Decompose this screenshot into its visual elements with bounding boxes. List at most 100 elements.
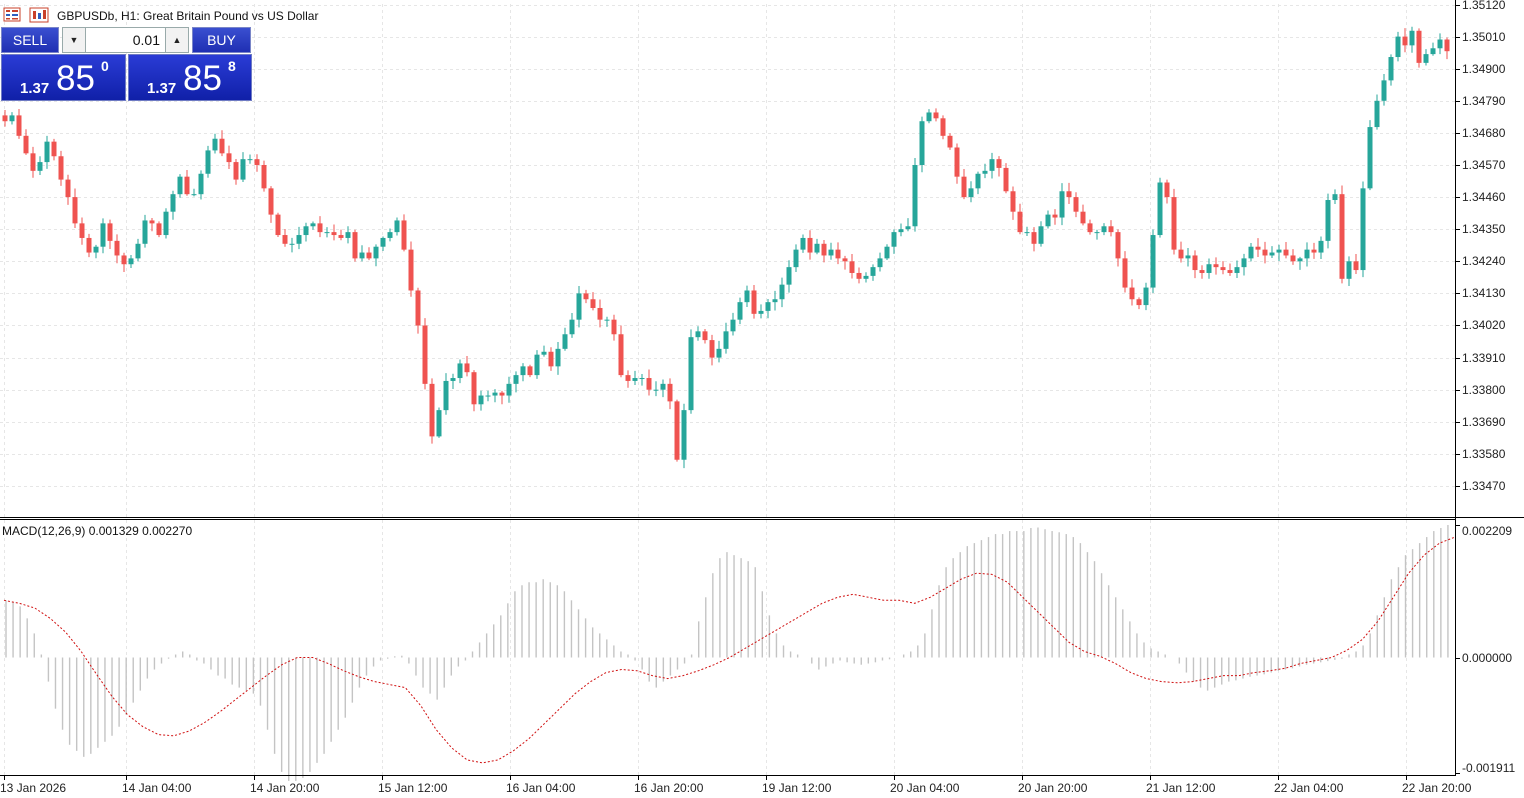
candle-body bbox=[758, 310, 764, 314]
price-tick-label: 1.34240 bbox=[1462, 254, 1506, 268]
candle bbox=[730, 312, 736, 336]
candle bbox=[1010, 186, 1016, 220]
candle bbox=[464, 355, 470, 377]
candle-body bbox=[135, 243, 141, 259]
candle-body bbox=[1248, 246, 1254, 259]
sell-price-prefix: 1.37 bbox=[20, 80, 50, 97]
volume-increase-button[interactable]: ▲ bbox=[165, 27, 189, 53]
candle bbox=[478, 390, 484, 411]
buy-button[interactable]: BUY bbox=[192, 27, 251, 53]
candle bbox=[1199, 265, 1205, 279]
candle bbox=[72, 188, 78, 228]
candle bbox=[919, 116, 925, 173]
volume-input[interactable] bbox=[86, 27, 165, 53]
candle-body bbox=[772, 299, 778, 303]
candle bbox=[1409, 26, 1415, 53]
macd-tick-label: 0.000000 bbox=[1462, 651, 1512, 665]
candle-body bbox=[569, 319, 575, 335]
candle-body bbox=[422, 325, 428, 384]
candle bbox=[499, 390, 505, 405]
candle bbox=[849, 254, 855, 279]
candle-body bbox=[345, 232, 351, 238]
candle-body bbox=[275, 214, 281, 236]
candle bbox=[933, 108, 939, 122]
candle bbox=[79, 217, 85, 245]
candle bbox=[51, 138, 57, 161]
chart-type-icon[interactable] bbox=[29, 7, 49, 23]
candle bbox=[1017, 203, 1023, 235]
price-axis[interactable]: 1.35120 1.35010 1.34900 1.34790 1.34680 1.345… bbox=[1456, 0, 1515, 775]
candle-body bbox=[450, 378, 456, 381]
candle-body bbox=[191, 194, 197, 196]
candle bbox=[1318, 236, 1324, 260]
candle-body bbox=[58, 156, 64, 180]
candle-body bbox=[429, 383, 435, 437]
candle-body bbox=[947, 135, 953, 148]
candle-body bbox=[247, 159, 253, 161]
candle bbox=[212, 133, 218, 154]
candle bbox=[1066, 182, 1072, 204]
candle-body bbox=[177, 176, 183, 195]
candle-body bbox=[408, 249, 414, 291]
candle-body bbox=[184, 176, 190, 195]
candle-body bbox=[1367, 127, 1373, 189]
candle bbox=[527, 364, 533, 378]
candle bbox=[1108, 220, 1114, 237]
buy-price-button[interactable]: 1.37 85 8 bbox=[128, 54, 252, 101]
candle-body bbox=[625, 375, 631, 381]
volume-decrease-button[interactable]: ▼ bbox=[62, 27, 86, 53]
candle bbox=[898, 223, 904, 237]
candle bbox=[1136, 297, 1142, 310]
candle-body bbox=[534, 354, 540, 376]
candle bbox=[513, 371, 519, 393]
candle bbox=[177, 174, 183, 198]
candle-body bbox=[891, 232, 897, 247]
candle-body bbox=[1115, 232, 1121, 259]
candle-body bbox=[1017, 211, 1023, 233]
candle bbox=[702, 329, 708, 344]
candle bbox=[450, 373, 456, 389]
candle-body bbox=[716, 348, 722, 358]
candle-body bbox=[1241, 258, 1247, 268]
candle-body bbox=[1045, 214, 1051, 227]
candle-body bbox=[30, 153, 36, 171]
candle-body bbox=[128, 258, 134, 265]
candle-body bbox=[51, 141, 57, 157]
candle bbox=[905, 218, 911, 232]
sell-price-button[interactable]: 1.37 85 0 bbox=[1, 54, 126, 101]
candle bbox=[93, 244, 99, 259]
candle-body bbox=[198, 173, 204, 195]
candle-body bbox=[541, 351, 547, 355]
candle bbox=[1255, 238, 1261, 257]
candle bbox=[814, 238, 820, 255]
candle-body bbox=[1353, 261, 1359, 271]
candle bbox=[275, 212, 281, 238]
candle bbox=[576, 285, 582, 328]
candle bbox=[254, 154, 260, 172]
candle-body bbox=[639, 378, 645, 380]
candle bbox=[1269, 246, 1275, 258]
candle bbox=[709, 334, 715, 366]
candle-body bbox=[1122, 258, 1128, 288]
candle-body bbox=[1192, 255, 1198, 271]
candle bbox=[184, 169, 190, 196]
buy-price-pips: 85 bbox=[183, 59, 222, 98]
candle bbox=[1052, 209, 1058, 225]
candle-body bbox=[324, 232, 330, 234]
candle-body bbox=[1038, 226, 1044, 244]
candle bbox=[261, 160, 267, 192]
candle bbox=[457, 359, 463, 384]
time-tick-label: 22 Jan 20:00 bbox=[1402, 781, 1472, 795]
sell-button[interactable]: SELL bbox=[1, 27, 59, 53]
candle bbox=[429, 378, 435, 444]
candle-body bbox=[1416, 30, 1422, 63]
candle bbox=[310, 221, 316, 230]
chart-title: GBPUSDb, H1: Great Britain Pound vs US D… bbox=[57, 9, 318, 23]
time-tick-label: 22 Jan 04:00 bbox=[1274, 781, 1344, 795]
price-tick-label: 1.33800 bbox=[1462, 383, 1506, 397]
symbol-list-icon[interactable] bbox=[3, 7, 21, 22]
price-tick-label: 1.35120 bbox=[1462, 0, 1506, 12]
time-axis[interactable]: 13 Jan 2026 14 Jan 04:00 14 Jan 20:00 15 Ja… bbox=[0, 776, 1472, 795]
candle bbox=[58, 150, 64, 186]
